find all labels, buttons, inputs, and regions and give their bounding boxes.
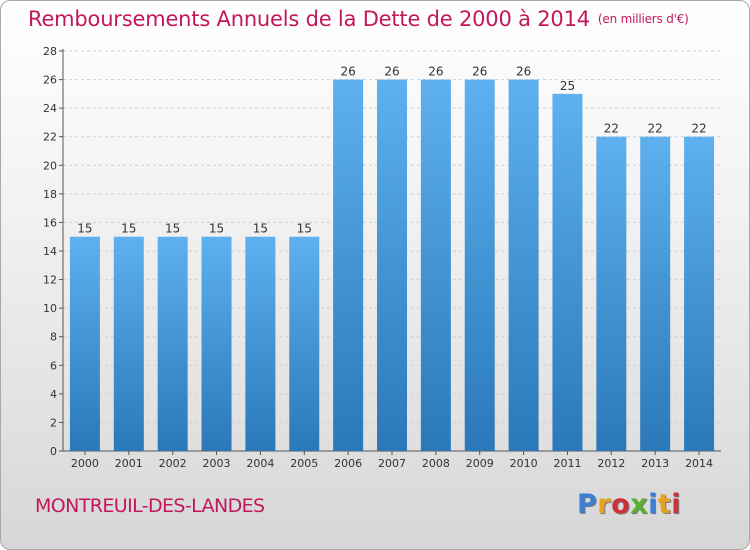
data-label: 26 bbox=[384, 65, 399, 79]
bars bbox=[69, 79, 715, 452]
data-label: 15 bbox=[77, 222, 92, 236]
x-tick-label: 2002 bbox=[159, 457, 187, 470]
x-tick-label: 2013 bbox=[641, 457, 669, 470]
y-tick-label: 14 bbox=[43, 245, 57, 258]
logo-letter: o bbox=[611, 489, 631, 520]
chart-unit: (en milliers d'€) bbox=[597, 12, 689, 26]
y-tick-label: 18 bbox=[43, 188, 57, 201]
data-label: 25 bbox=[560, 79, 575, 93]
commune-name: MONTREUIL-DES-LANDES bbox=[35, 495, 265, 517]
data-label: 26 bbox=[428, 65, 443, 79]
bar bbox=[201, 236, 232, 451]
x-tick-label: 2011 bbox=[553, 457, 581, 470]
y-tick-label: 4 bbox=[50, 388, 57, 401]
logo-letter: t bbox=[657, 489, 672, 520]
data-label: 26 bbox=[516, 65, 531, 79]
x-tick-label: 2010 bbox=[510, 457, 538, 470]
y-tick-label: 12 bbox=[43, 274, 57, 287]
data-label: 22 bbox=[604, 122, 619, 136]
bar bbox=[69, 236, 100, 451]
bar bbox=[113, 236, 144, 451]
bar bbox=[464, 79, 495, 452]
logo-letter: i bbox=[671, 489, 682, 520]
y-tick-label: 0 bbox=[50, 445, 57, 458]
data-label: 15 bbox=[253, 222, 268, 236]
data-label: 15 bbox=[209, 222, 224, 236]
data-label: 26 bbox=[340, 65, 355, 79]
bar bbox=[596, 136, 627, 451]
bar bbox=[640, 136, 671, 451]
y-tick-label: 20 bbox=[43, 159, 57, 172]
x-tick-label: 2003 bbox=[203, 457, 231, 470]
bar bbox=[333, 79, 364, 452]
chart-title: Remboursements Annuels de la Dette de 20… bbox=[28, 7, 689, 31]
bar bbox=[552, 93, 583, 451]
data-label: 15 bbox=[165, 222, 180, 236]
logo-letter: i bbox=[648, 489, 658, 520]
x-tick-label: 2007 bbox=[378, 457, 406, 470]
x-tick-label: 2004 bbox=[246, 457, 274, 470]
y-tick-label: 28 bbox=[43, 45, 57, 58]
y-tick-label: 2 bbox=[50, 416, 57, 429]
labels: 0246810121416182022242628152000152001152… bbox=[43, 45, 713, 470]
bar bbox=[508, 79, 539, 452]
x-tick-label: 2009 bbox=[466, 457, 494, 470]
x-tick-label: 2014 bbox=[685, 457, 713, 470]
data-label: 22 bbox=[691, 122, 706, 136]
y-tick-label: 10 bbox=[43, 302, 57, 315]
y-tick-label: 8 bbox=[50, 331, 57, 344]
chart-title-text: Remboursements Annuels de la Dette de 20… bbox=[28, 7, 590, 31]
logo-letter: r bbox=[597, 489, 612, 520]
logo-letter: x bbox=[630, 489, 649, 520]
data-label: 22 bbox=[648, 122, 663, 136]
y-tick-label: 26 bbox=[43, 74, 57, 87]
x-tick-label: 2008 bbox=[422, 457, 450, 470]
x-tick-label: 2000 bbox=[71, 457, 99, 470]
y-tick-label: 22 bbox=[43, 131, 57, 144]
x-tick-label: 2001 bbox=[115, 457, 143, 470]
data-label: 26 bbox=[472, 65, 487, 79]
y-tick-label: 6 bbox=[50, 359, 57, 372]
y-tick-label: 16 bbox=[43, 216, 57, 229]
bar bbox=[684, 136, 715, 451]
bar bbox=[377, 79, 407, 452]
proxiti-logo: Proxiti bbox=[577, 489, 681, 520]
x-tick-label: 2012 bbox=[597, 457, 625, 470]
data-label: 15 bbox=[121, 222, 136, 236]
data-label: 15 bbox=[297, 222, 312, 236]
bar bbox=[245, 236, 276, 451]
x-tick-label: 2005 bbox=[290, 457, 318, 470]
logo-letter: P bbox=[577, 489, 598, 520]
bar bbox=[157, 236, 188, 451]
y-tick-label: 24 bbox=[43, 102, 57, 115]
x-tick-label: 2006 bbox=[334, 457, 362, 470]
bar bbox=[420, 79, 451, 452]
bar bbox=[289, 236, 320, 451]
